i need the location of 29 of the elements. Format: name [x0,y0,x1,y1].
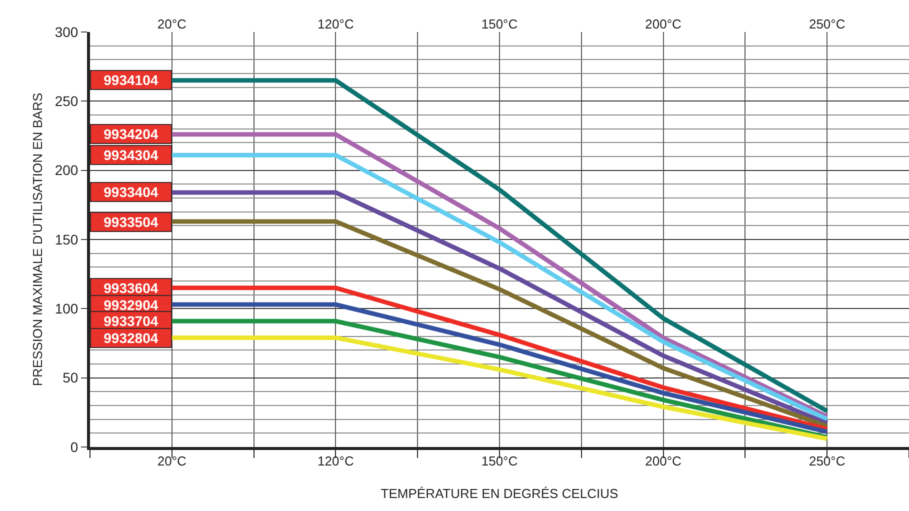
series-label: 9933404 [104,184,158,200]
y-tick-label: 100 [54,300,78,317]
category-label: 120°C [318,454,354,469]
x-tick-label: 250°C [808,16,846,32]
category-label: 250°C [808,454,846,469]
series-label: 9934204 [104,126,158,142]
y-tick-label: 300 [54,24,78,40]
series-label: 9933704 [104,313,158,329]
series-label: 9932804 [104,330,158,346]
series-label: 9934304 [104,147,158,163]
x-axis-title: TEMPÉRATURE EN DEGRÉS CELCIUS [380,486,619,502]
x-tick-label: 120°C [318,16,354,32]
x-tick-label: 20°C [157,16,186,32]
category-label: 150°C [481,454,518,469]
x-tick-label: 150°C [481,16,518,32]
category-label: 20°C [157,454,186,469]
y-tick-label: 50 [62,370,78,386]
series-label: 9932904 [104,297,158,313]
y-tick-label: 150 [54,231,78,248]
series-label: 9934104 [104,72,158,88]
category-label: 200°C [645,454,682,469]
y-tick-label: 200 [54,162,78,178]
series-label: 9933504 [104,214,158,230]
y-axis-title: PRESSION MAXIMALE D'UTILISATION EN BARS [30,92,45,386]
y-tick-label: 0 [70,438,78,455]
x-tick-label: 200°C [645,16,682,32]
y-tick-label: 250 [54,93,78,110]
line-series [170,78,830,414]
series-label: 9933604 [104,280,158,296]
